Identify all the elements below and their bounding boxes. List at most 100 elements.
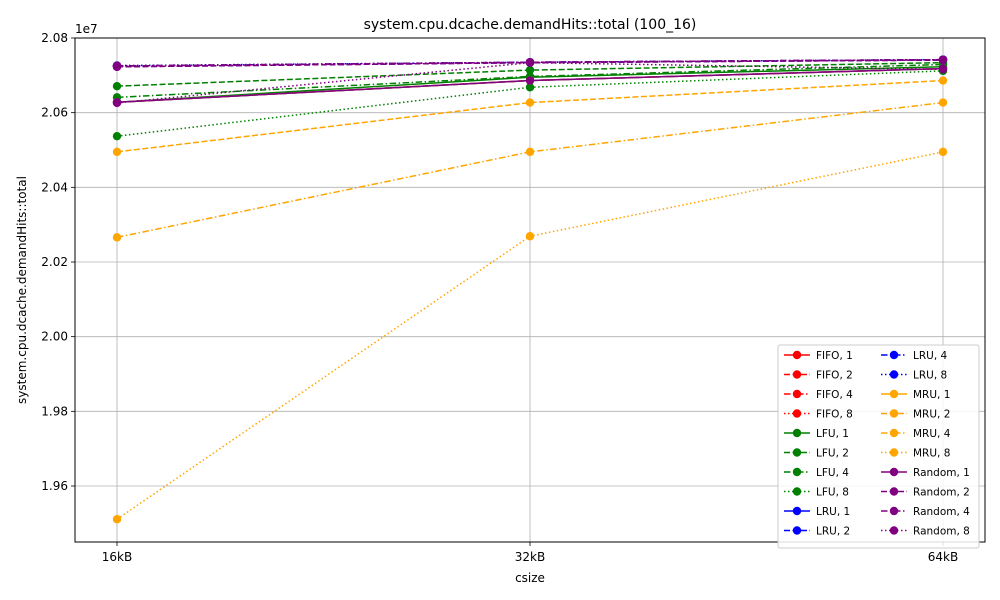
legend-label: FIFO, 4 xyxy=(816,389,853,401)
legend-label: Random, 2 xyxy=(913,487,970,499)
legend-entry: LRU, 4 xyxy=(881,350,948,362)
data-point xyxy=(112,147,122,157)
y-axis-multiplier: 1e7 xyxy=(75,22,98,36)
series-mru-2 xyxy=(112,76,948,157)
legend-marker xyxy=(792,370,802,379)
series-layer xyxy=(112,55,948,524)
x-tick-label: 64kB xyxy=(928,550,958,564)
legend-entry: MRU, 4 xyxy=(881,428,951,440)
legend-label: FIFO, 8 xyxy=(816,409,853,421)
y-tick-label: 1.98 xyxy=(41,404,68,418)
legend-entry: LRU, 2 xyxy=(784,526,850,538)
legend-marker xyxy=(889,370,899,379)
legend-label: Random, 8 xyxy=(913,526,970,538)
legend-box xyxy=(777,344,980,549)
y-axis-label: system.cpu.dcache.demandHits::total xyxy=(15,176,29,404)
legend-entry: LRU, 1 xyxy=(784,506,850,518)
legend-marker xyxy=(792,350,802,360)
y-tick-label: 2.08 xyxy=(41,31,68,45)
legend-entry: Random, 1 xyxy=(881,467,970,479)
data-point xyxy=(525,98,535,107)
legend-marker xyxy=(792,428,802,438)
legend-label: FIFO, 1 xyxy=(816,350,853,362)
legend-entry: FIFO, 8 xyxy=(784,409,853,421)
legend-entry: LFU, 2 xyxy=(784,448,849,460)
y-axis: 1.96 1.98 2.00 2.02 2.04 2.06 2.08 xyxy=(41,31,75,493)
legend-marker xyxy=(889,526,899,535)
legend-marker xyxy=(792,409,802,418)
legend-entry: LFU, 8 xyxy=(784,487,849,499)
x-axis: 16kB 32kB 64kB xyxy=(102,542,958,564)
data-point xyxy=(112,131,122,141)
legend-entry: LFU, 4 xyxy=(784,467,849,479)
legend-marker xyxy=(889,409,899,418)
data-point xyxy=(525,65,535,75)
y-tick-label: 2.04 xyxy=(41,180,68,194)
legend-entry: Random, 4 xyxy=(881,506,970,518)
x-tick-label: 32kB xyxy=(515,550,545,564)
legend-marker xyxy=(792,389,802,399)
legend: FIFO, 1 FIFO, 2 FIFO, 4 FIFO, 8 LFU, 1 LFU, 2… xyxy=(777,344,980,549)
x-tick-label: 16kB xyxy=(102,550,132,564)
legend-entry: LRU, 8 xyxy=(881,370,947,382)
data-point xyxy=(525,58,535,67)
legend-label: FIFO, 2 xyxy=(816,370,853,382)
legend-label: Random, 1 xyxy=(913,467,970,479)
legend-marker xyxy=(889,350,899,360)
legend-entry: Random, 2 xyxy=(881,487,970,499)
legend-label: LFU, 4 xyxy=(816,467,849,479)
legend-label: MRU, 4 xyxy=(913,428,951,440)
legend-marker xyxy=(792,506,802,516)
y-tick-label: 2.02 xyxy=(41,255,68,269)
series-random-8 xyxy=(112,58,948,108)
legend-marker xyxy=(792,487,802,496)
legend-entry: FIFO, 1 xyxy=(784,350,853,362)
data-point xyxy=(525,232,535,241)
chart-title: system.cpu.dcache.demandHits::total (100… xyxy=(364,17,697,33)
legend-label: LRU, 2 xyxy=(816,526,850,538)
data-point xyxy=(525,83,535,92)
legend-label: LFU, 8 xyxy=(816,487,849,499)
legend-entry: FIFO, 2 xyxy=(784,370,853,382)
data-point xyxy=(938,147,948,157)
legend-label: LRU, 8 xyxy=(913,370,947,382)
data-point xyxy=(112,81,122,91)
data-point xyxy=(112,233,122,242)
legend-marker xyxy=(889,428,899,438)
legend-marker xyxy=(889,467,899,477)
legend-entry: FIFO, 4 xyxy=(784,389,853,401)
legend-label: LRU, 1 xyxy=(816,506,850,518)
legend-label: MRU, 2 xyxy=(913,409,950,421)
series-mru-4 xyxy=(112,98,948,242)
y-tick-label: 1.96 xyxy=(41,479,68,493)
data-point xyxy=(525,147,535,157)
legend-entry: MRU, 8 xyxy=(881,448,950,460)
x-axis-label: csize xyxy=(515,571,545,585)
data-point xyxy=(112,98,122,108)
data-point xyxy=(938,55,948,64)
legend-label: LRU, 4 xyxy=(913,350,948,362)
legend-marker xyxy=(792,467,802,477)
data-point xyxy=(938,65,948,74)
legend-marker xyxy=(889,487,899,496)
legend-entry: MRU, 1 xyxy=(881,389,950,401)
legend-label: MRU, 8 xyxy=(913,448,950,460)
legend-label: Random, 4 xyxy=(913,506,970,518)
legend-label: LFU, 2 xyxy=(816,448,849,460)
y-tick-label: 2.06 xyxy=(41,106,68,120)
series-line xyxy=(116,79,944,153)
legend-label: MRU, 1 xyxy=(913,389,950,401)
legend-marker xyxy=(792,448,802,457)
y-tick-label: 2.00 xyxy=(41,330,68,344)
legend-marker xyxy=(792,526,802,535)
legend-label: LFU, 1 xyxy=(816,428,849,440)
data-point xyxy=(938,98,948,107)
legend-marker xyxy=(889,506,899,516)
legend-marker xyxy=(889,389,899,399)
series-mru-8 xyxy=(112,147,948,524)
legend-entry: Random, 8 xyxy=(881,526,970,538)
data-point xyxy=(938,76,948,85)
legend-entry: MRU, 2 xyxy=(881,409,950,421)
data-point xyxy=(525,76,535,85)
